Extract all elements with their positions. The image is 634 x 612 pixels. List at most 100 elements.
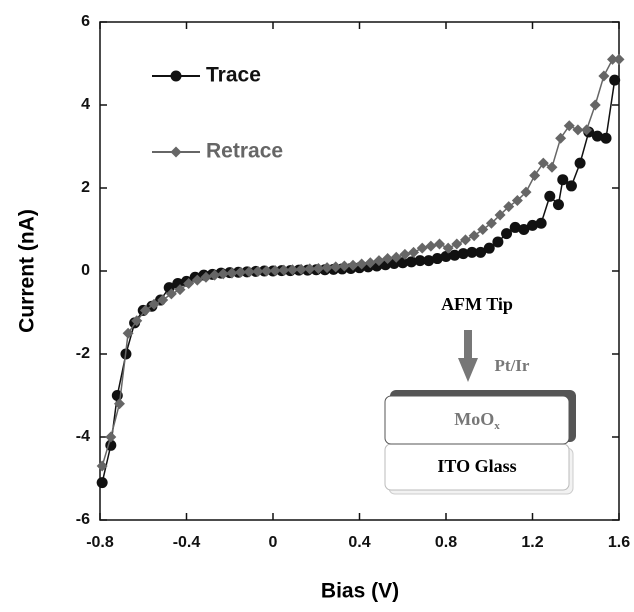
inset-tip-material: Pt/Ir	[495, 356, 530, 375]
point	[122, 327, 134, 339]
point	[243, 266, 255, 278]
point	[552, 199, 564, 211]
y-tick-label: 0	[81, 262, 90, 279]
point	[382, 253, 394, 265]
point	[565, 180, 577, 192]
point	[423, 255, 435, 267]
point	[390, 251, 402, 263]
point	[330, 261, 342, 273]
point	[537, 157, 549, 169]
point	[591, 130, 603, 142]
x-tick-label: -0.4	[173, 534, 201, 551]
y-tick-label: 2	[81, 179, 90, 196]
point	[518, 224, 530, 235]
point	[200, 271, 212, 283]
x-tick-label: 0	[269, 534, 278, 551]
point	[607, 53, 619, 65]
point	[338, 260, 350, 272]
point	[503, 201, 515, 213]
point	[113, 398, 125, 410]
point	[269, 265, 281, 277]
point	[278, 264, 290, 276]
plot-frame	[99, 21, 620, 521]
point	[217, 268, 229, 280]
point	[226, 267, 238, 279]
point	[105, 431, 117, 443]
point	[527, 219, 538, 231]
point	[431, 253, 443, 265]
point	[397, 257, 409, 269]
point	[399, 248, 411, 260]
legend-marker	[170, 146, 182, 158]
point	[589, 99, 601, 111]
arrow-head	[458, 358, 478, 382]
point	[563, 120, 575, 132]
point	[600, 132, 612, 144]
point	[425, 240, 437, 252]
point	[492, 236, 504, 248]
axes: -0.8 -0.4 0 0.4 0.8 1.2 1.6 -6 -4 -2 0 2 4 6	[76, 13, 630, 551]
point	[466, 246, 478, 258]
point	[408, 246, 420, 258]
point	[581, 124, 593, 136]
point	[209, 269, 221, 281]
point	[572, 124, 584, 136]
point	[451, 238, 463, 250]
point	[457, 248, 469, 260]
point	[148, 298, 160, 310]
point	[557, 174, 569, 186]
point	[544, 190, 556, 202]
point	[535, 217, 547, 229]
point	[459, 234, 471, 246]
y-tick-label: 6	[81, 13, 90, 30]
point	[574, 157, 586, 169]
legend-label: Retrace	[206, 140, 283, 163]
point	[286, 264, 298, 276]
x-tick-label: 1.6	[608, 534, 630, 551]
point	[157, 294, 169, 306]
point	[613, 53, 625, 65]
point	[483, 242, 495, 254]
x-tick-label: -0.8	[86, 534, 114, 551]
point	[321, 262, 333, 274]
y-tick-label: 4	[81, 96, 90, 113]
point	[304, 263, 316, 275]
legend-label: Trace	[206, 64, 261, 87]
point	[555, 132, 567, 144]
inset-tip: AFM Tip	[441, 294, 513, 314]
point	[477, 224, 489, 235]
point	[440, 250, 452, 262]
point	[356, 258, 368, 270]
point	[509, 221, 521, 233]
point	[598, 70, 610, 82]
y-axis-label: Current (nA)	[16, 209, 39, 333]
point	[511, 194, 523, 206]
point	[295, 263, 307, 275]
point	[475, 246, 487, 258]
inset: AFM Tip Pt/Ir ITO Glass MoOx	[384, 294, 576, 495]
point	[468, 230, 480, 242]
point	[139, 304, 151, 316]
point	[191, 274, 203, 286]
y-tick-label: -4	[76, 428, 90, 445]
x-axis-label: Bias (V)	[321, 580, 399, 603]
y-tick-label: -6	[76, 511, 90, 528]
legend-marker	[170, 70, 182, 82]
point	[312, 263, 324, 275]
point	[405, 256, 417, 268]
point	[183, 277, 195, 289]
x-tick-label: 1.2	[521, 534, 543, 551]
point	[529, 170, 541, 182]
x-tick-label: 0.4	[348, 534, 370, 551]
point	[434, 238, 446, 250]
point	[485, 217, 497, 229]
point	[442, 242, 454, 254]
point	[449, 249, 461, 261]
point	[494, 209, 506, 221]
point	[96, 477, 108, 489]
layer-top-subscript: x	[494, 420, 500, 432]
inset-layer-top: MoOx	[454, 409, 500, 431]
point	[347, 259, 359, 271]
point	[261, 265, 273, 277]
